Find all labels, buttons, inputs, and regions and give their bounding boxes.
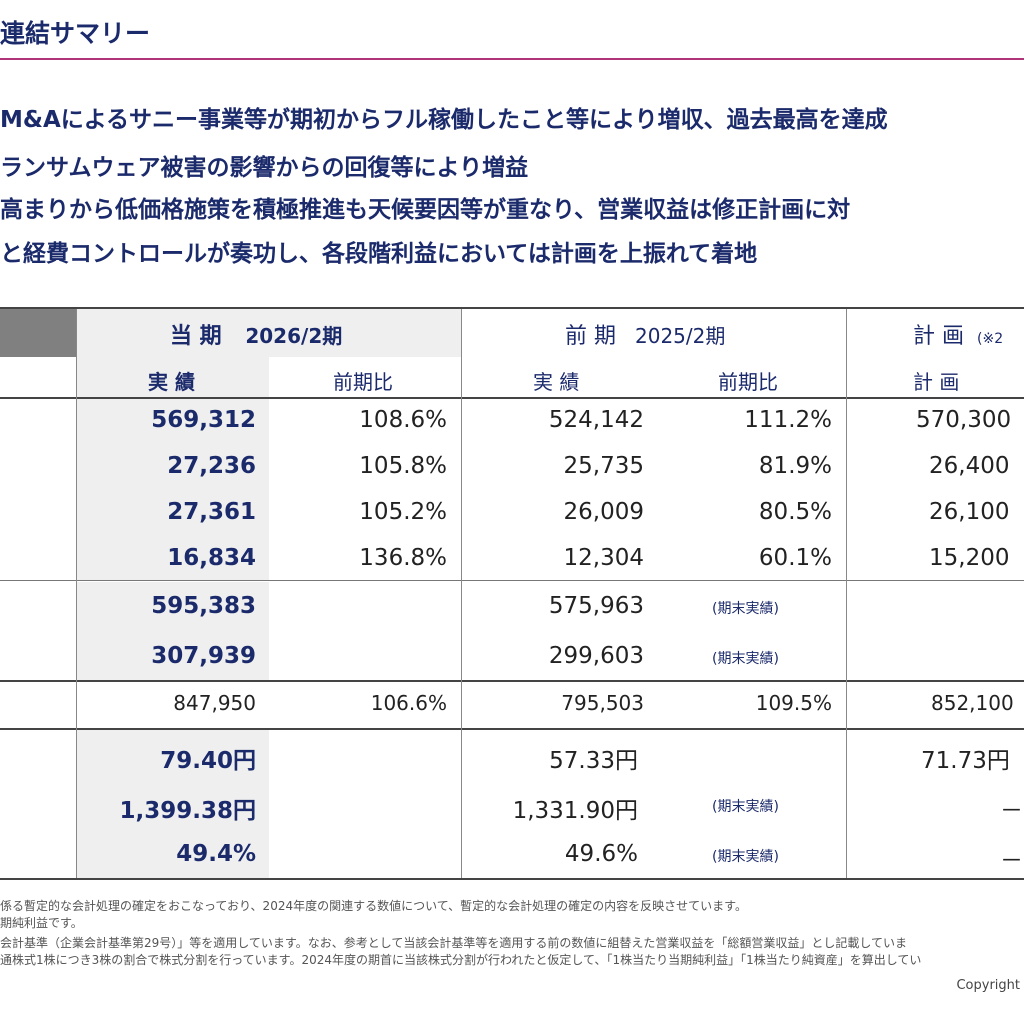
table-cell-current: 307,939 — [151, 643, 256, 669]
table-cell-plan: 26,100 — [929, 499, 1010, 525]
row-group-border-3 — [0, 728, 1024, 730]
column-divider — [846, 309, 847, 878]
table-cell-prev: 1,331.90円 — [512, 798, 638, 824]
table-cell-plan: － — [1000, 798, 1023, 824]
footnote-1: 係る暫定的な会計処理の確定をおこなっており、2024年度の関連する数値について、… — [0, 899, 747, 913]
prev-yoy-header: 前期比 — [718, 370, 778, 394]
row-label-header — [0, 309, 76, 357]
column-divider — [461, 309, 462, 878]
table-cell-prev: 795,503 — [561, 691, 644, 715]
year-end-actual-note: (期末実績) — [712, 849, 779, 865]
table-cell-prev: 26,009 — [563, 499, 644, 525]
summary-line-2: ランサムウェア被害の影響からの回復等により増益 — [0, 155, 529, 181]
row-group-border-1 — [0, 580, 1024, 581]
current-yoy-header: 前期比 — [333, 370, 393, 394]
table-cell-current: 1,399.38円 — [119, 798, 257, 824]
plan-label: 計 画 — [913, 324, 964, 349]
footnote-2: 期純利益です。 — [0, 916, 83, 930]
table-cell-plan: 71.73円 — [921, 748, 1010, 774]
current-actual-header: 実 績 — [148, 370, 195, 394]
table-cell-current: 79.40円 — [160, 748, 256, 774]
footnote-3: 会計基準（企業会計基準第29号）」等を適用しています。なお、参考として当該会計基… — [0, 936, 907, 950]
table-cell-plan: 852,100 — [931, 691, 1014, 715]
table-cell-current-yoy: 106.6% — [370, 691, 447, 715]
table-cell-prev: 524,142 — [548, 407, 644, 433]
table-cell-prev: 575,963 — [548, 593, 644, 619]
table-cell-prev-yoy: 81.9% — [758, 453, 832, 479]
row-group-border-2 — [0, 680, 1024, 682]
column-divider — [76, 309, 77, 878]
title-divider — [0, 58, 1024, 60]
table-cell-plan: 15,200 — [929, 545, 1010, 571]
table-cell-prev: 25,735 — [563, 453, 644, 479]
current-actual-header-shade — [77, 357, 269, 398]
current-actual-shade-3 — [77, 730, 269, 878]
table-cell-current: 847,950 — [173, 691, 256, 715]
year-end-actual-note: (期末実績) — [712, 799, 779, 815]
table-cell-prev-yoy: 60.1% — [758, 545, 832, 571]
table-cell-current: 569,312 — [151, 407, 256, 433]
table-cell-plan: 26,400 — [929, 453, 1010, 479]
prev-actual-header: 実 績 — [533, 370, 580, 394]
table-cell-current-yoy: 105.8% — [359, 453, 447, 479]
table-cell-prev: 299,603 — [548, 643, 644, 669]
prev-period-year: 2025/2期 — [635, 324, 726, 348]
year-end-actual-note: (期末実績) — [712, 601, 779, 617]
current-actual-shade-2 — [77, 582, 269, 680]
summary-line-4: と経費コントロールが奏功し、各段階利益においては計画を上振れて着地 — [0, 241, 758, 267]
summary-line-3: 高まりから低価格施策を積極推進も天候要因等が重なり、営業収益は修正計画に対 — [0, 197, 851, 223]
table-cell-prev-yoy: 111.2% — [744, 407, 832, 433]
year-end-actual-note: (期末実績) — [712, 651, 779, 667]
current-period-header-shade — [77, 309, 461, 357]
table-cell-prev: 57.33円 — [549, 748, 638, 774]
table-cell-prev-yoy: 109.5% — [755, 691, 832, 715]
page-title: 連結サマリー — [0, 19, 151, 48]
table-cell-current: 595,383 — [151, 593, 256, 619]
table-cell-current: 49.4% — [176, 841, 256, 867]
table-cell-current-yoy: 105.2% — [359, 499, 447, 525]
table-cell-plan: 570,300 — [916, 407, 1012, 433]
prev-period-label: 前 期 — [565, 324, 616, 349]
header-bottom-border — [0, 397, 1024, 399]
current-period-year: 2026/2期 — [245, 324, 343, 348]
current-actual-shade-1 — [77, 399, 269, 580]
table-cell-plan: － — [1000, 848, 1023, 874]
table-cell-current: 27,361 — [167, 499, 256, 525]
plan-note: (※2 — [977, 331, 1004, 347]
current-period-label: 当 期 — [170, 324, 222, 349]
table-cell-current-yoy: 136.8% — [359, 545, 447, 571]
table-cell-current: 16,834 — [167, 545, 256, 571]
plan-header: 計 画 — [913, 370, 960, 394]
footnote-4: 通株式1株につき3株の割合で株式分割を行っています。2024年度の期首に当該株式… — [0, 953, 922, 967]
table-cell-prev: 49.6% — [564, 841, 638, 867]
summary-line-1: M&Aによるサニー事業等が期初からフル稼働したこと等により増収、過去最高を達成 — [0, 107, 888, 133]
table-top-border — [0, 307, 1024, 309]
table-cell-current-yoy: 108.6% — [359, 407, 447, 433]
table-cell-prev: 12,304 — [563, 545, 644, 571]
table-cell-current: 27,236 — [167, 453, 256, 479]
copyright-text: Copyright — [956, 978, 1020, 993]
table-bottom-border — [0, 878, 1024, 880]
table-cell-prev-yoy: 80.5% — [758, 499, 832, 525]
